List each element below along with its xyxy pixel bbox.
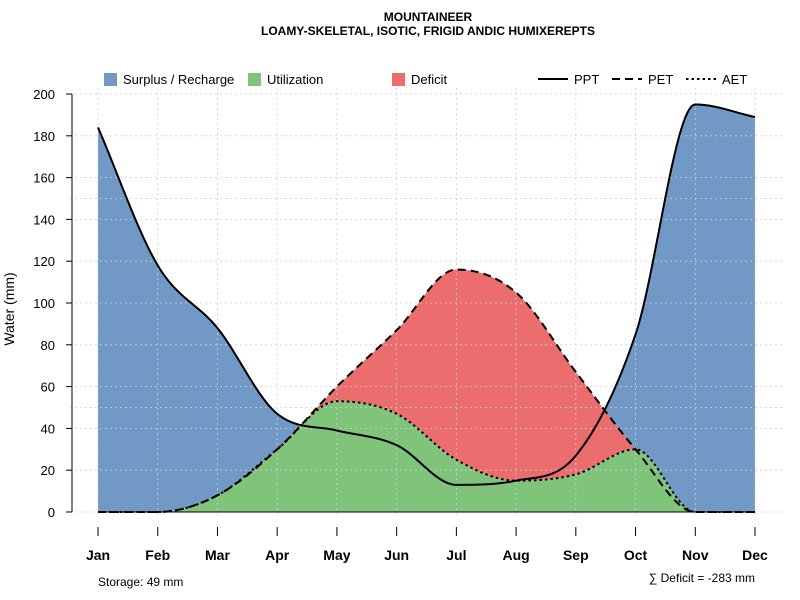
y-tick-label: 140	[33, 212, 55, 227]
x-tick-label: Oct	[624, 547, 648, 563]
legend-swatch-surplus	[104, 73, 117, 86]
legend-label-ppt: PPT	[574, 72, 599, 87]
series-line-ppt	[97, 103, 756, 486]
area-layer	[98, 104, 755, 512]
line-layer	[97, 103, 756, 513]
legend-label-deficit: Deficit	[411, 72, 448, 87]
x-tick-label: Aug	[502, 547, 529, 563]
legend-label-surplus: Surplus / Recharge	[123, 72, 234, 87]
x-tick-label: Feb	[145, 547, 170, 563]
x-tick-label: Jun	[384, 547, 409, 563]
legend-swatch-deficit	[392, 73, 405, 86]
y-tick-label: 100	[33, 296, 55, 311]
x-tick-label: Apr	[265, 547, 290, 563]
deficit-sum-label: ∑ Deficit = -283 mm	[649, 571, 755, 585]
legend-label-pet: PET	[648, 72, 673, 87]
y-tick-label: 80	[41, 338, 55, 353]
x-tick-label: May	[323, 547, 350, 563]
storage-label: Storage: 49 mm	[98, 575, 183, 589]
y-tick-label: 180	[33, 129, 55, 144]
legend: Surplus / Recharge Utilization Deficit P…	[104, 72, 747, 87]
x-tick-label: Nov	[682, 547, 709, 563]
series-line-pet	[98, 268, 755, 513]
chart-title: MOUNTAINEER	[384, 10, 473, 24]
y-tick-label: 60	[41, 380, 55, 395]
y-tick-label: 200	[33, 87, 55, 102]
y-tick-label: 0	[48, 505, 55, 520]
chart-subtitle: LOAMY-SKELETAL, ISOTIC, FRIGID ANDIC HUM…	[261, 24, 595, 38]
legend-label-utilization: Utilization	[267, 72, 323, 87]
y-tick-label: 120	[33, 254, 55, 269]
x-tick-label: Sep	[563, 547, 589, 563]
area-deficit	[98, 269, 755, 512]
x-tick-label: Mar	[205, 547, 230, 563]
y-axis-title: Water (mm)	[1, 272, 17, 345]
area-utilization	[98, 401, 755, 512]
legend-label-aet: AET	[722, 72, 747, 87]
x-tick-label: Jan	[86, 547, 110, 563]
axis-layer: 0 20 40 60 80 100 120 140 160 180 200 Jan Feb Mar Apr M…	[33, 87, 768, 563]
y-tick-label: 40	[41, 421, 55, 436]
x-tick-label: Jul	[446, 547, 466, 563]
legend-swatch-utilization	[248, 73, 261, 86]
x-tick-label: Dec	[742, 547, 768, 563]
y-tick-label: 20	[41, 463, 55, 478]
area-surplus-recharge	[98, 104, 755, 512]
y-tick-label: 160	[33, 171, 55, 186]
